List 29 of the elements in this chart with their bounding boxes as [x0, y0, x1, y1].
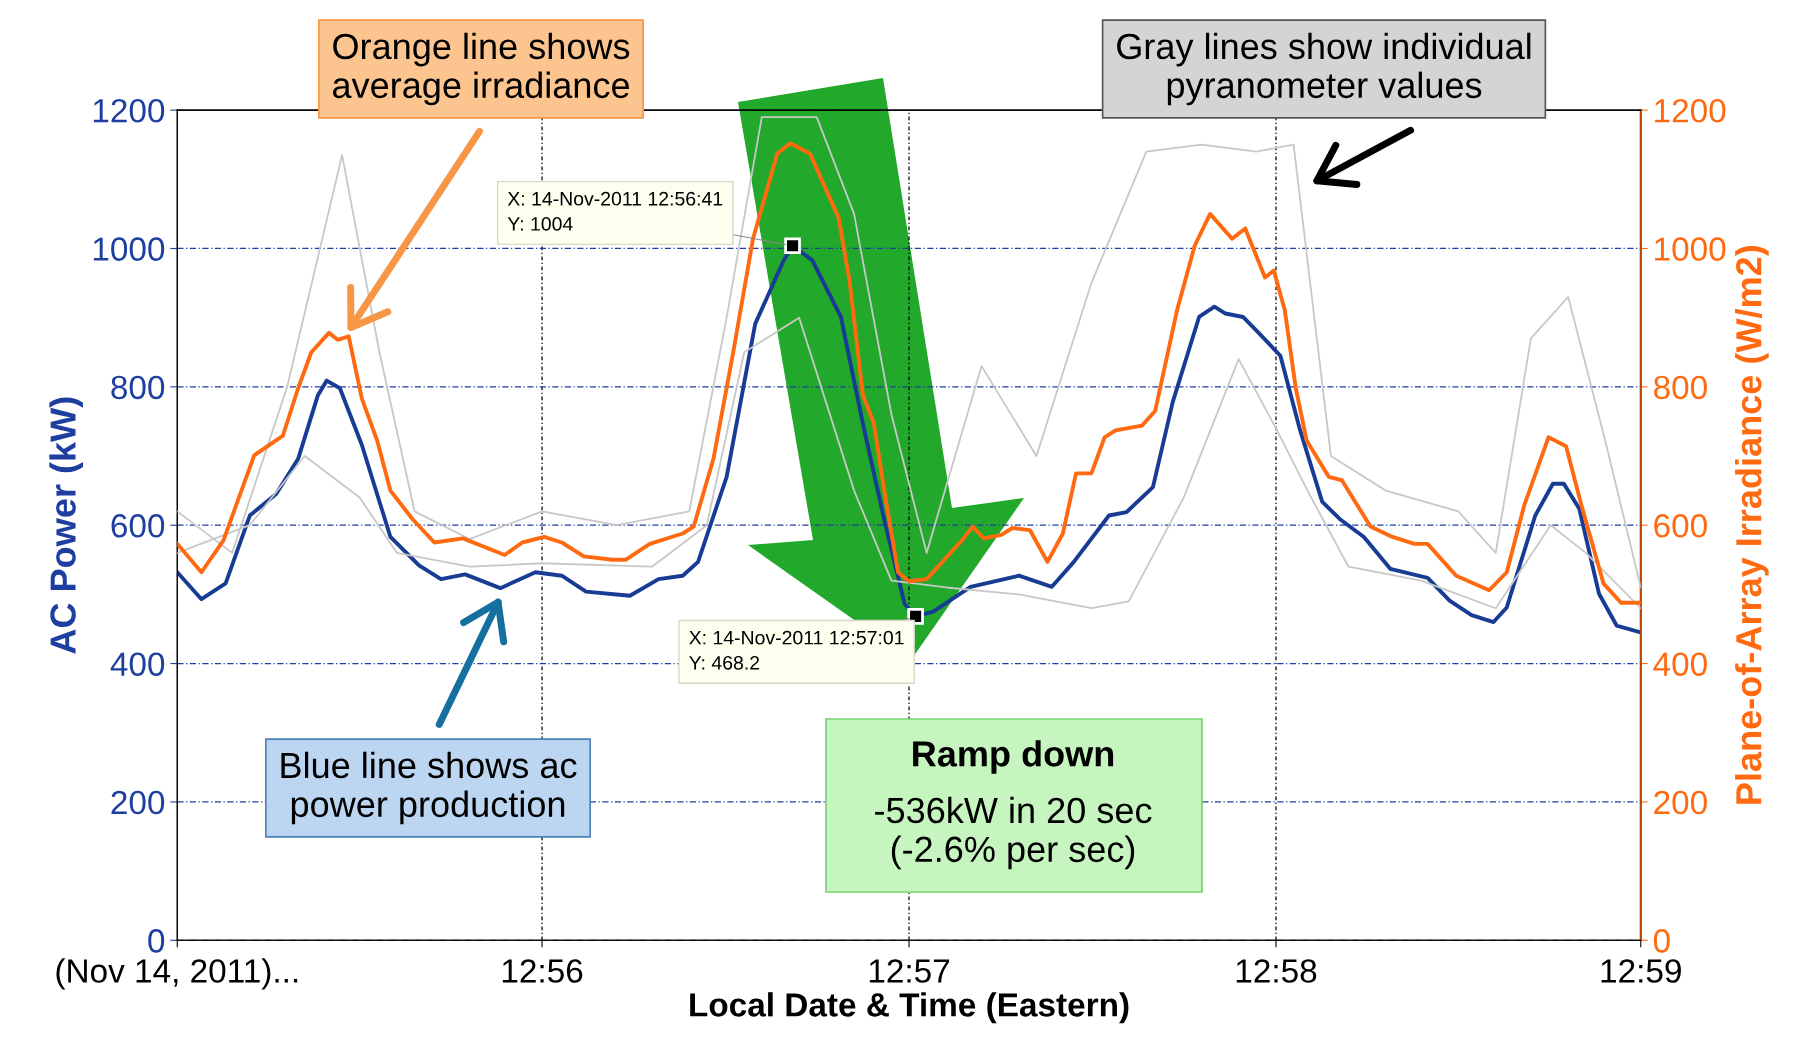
x-tick-label: (Nov 14, 2011)... — [56, 958, 298, 990]
x-tick-label: 12:59 — [1601, 959, 1681, 983]
annotation: X: 14-Nov-2011 12:57:01 Y: 468.2 — [689, 630, 904, 670]
y-tick-label: 600 — [111, 514, 165, 538]
y-tick-label: 800 — [111, 375, 165, 400]
y2-tick-label: 1000 — [1655, 237, 1726, 261]
x-axis-title: Local Date & Time (Eastern) — [690, 992, 1129, 1024]
x-tick-label: 12:56 — [502, 959, 583, 983]
y2-tick-label: 0 — [1653, 929, 1670, 953]
text: Orange line shows average irradiance — [333, 32, 630, 106]
y-tick-label: 1200 — [93, 98, 165, 123]
y2-tick-label: 600 — [1654, 514, 1707, 538]
text: Gray lines show individual pyranometer values — [1117, 32, 1531, 106]
annotation: X: 14-Nov-2011 12:56:41 Y: 1004 — [507, 191, 723, 231]
annotation: Ramp down — [913, 740, 1114, 774]
y-tick-label: 400 — [110, 652, 165, 676]
x-tick-label: 12:58 — [1236, 959, 1317, 983]
annotation: -536kW in 20 sec (-2.6% per sec) — [875, 796, 1152, 870]
x-tick-label: 12:57 — [869, 959, 950, 983]
y2-tick-label: 200 — [1654, 790, 1707, 815]
y2-tick-label: 400 — [1653, 652, 1707, 676]
y2-tick-label: 1200 — [1655, 98, 1726, 123]
y2-axis-title: Plane-of-Array Irradiance (W/m2) — [1735, 246, 1769, 804]
y2-tick-label: 800 — [1654, 375, 1707, 400]
y-tick-label: 200 — [111, 790, 165, 815]
y-tick-label: 0 — [148, 929, 165, 953]
annotation: Blue line shows ac power production — [281, 751, 577, 825]
y-axis-title: AC Power (kW) — [49, 397, 83, 654]
y-tick-label: 1000 — [93, 237, 165, 261]
